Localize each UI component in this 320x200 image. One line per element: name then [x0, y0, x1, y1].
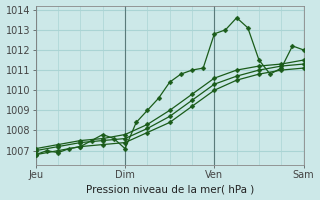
X-axis label: Pression niveau de la mer( hPa ): Pression niveau de la mer( hPa ): [85, 184, 254, 194]
